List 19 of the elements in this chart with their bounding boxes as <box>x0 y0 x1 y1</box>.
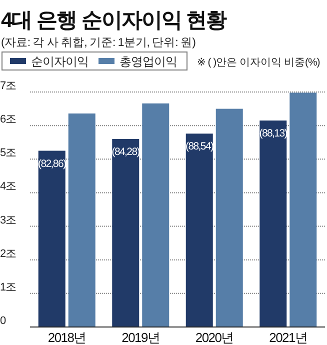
y-tick-label: 2조 <box>0 248 16 260</box>
legend-label: 순이자이익 <box>31 54 88 68</box>
y-tick-label: 3조 <box>0 214 16 226</box>
x-tick-label: 2018년 <box>48 330 86 345</box>
annotation: (82,86) <box>38 158 66 170</box>
annotation: (88,54) <box>186 140 214 153</box>
y-tick-label: 6조 <box>0 114 16 126</box>
x-tick-label: 2021년 <box>269 330 308 345</box>
y-tick-label: 4조 <box>0 180 16 193</box>
text: ※ ( )안은 이자이익 비중(%) <box>197 56 320 68</box>
y-tick-label: 5조 <box>0 147 16 160</box>
y-tick-label: 0 <box>0 315 6 327</box>
x-tick-label: 2019년 <box>122 330 160 345</box>
y-tick-label: 1조 <box>0 281 16 294</box>
chart-subtitle: (자료: 각 사 취합, 기준: 1분기, 단위: 원) <box>1 37 196 49</box>
y-tick-label: 7조 <box>0 80 16 92</box>
x-tick-label: 2020년 <box>195 330 234 345</box>
chart-title: 4대 은행 순이자이익 현황 <box>1 9 228 32</box>
legend-label: 총영업이익 <box>120 54 177 68</box>
